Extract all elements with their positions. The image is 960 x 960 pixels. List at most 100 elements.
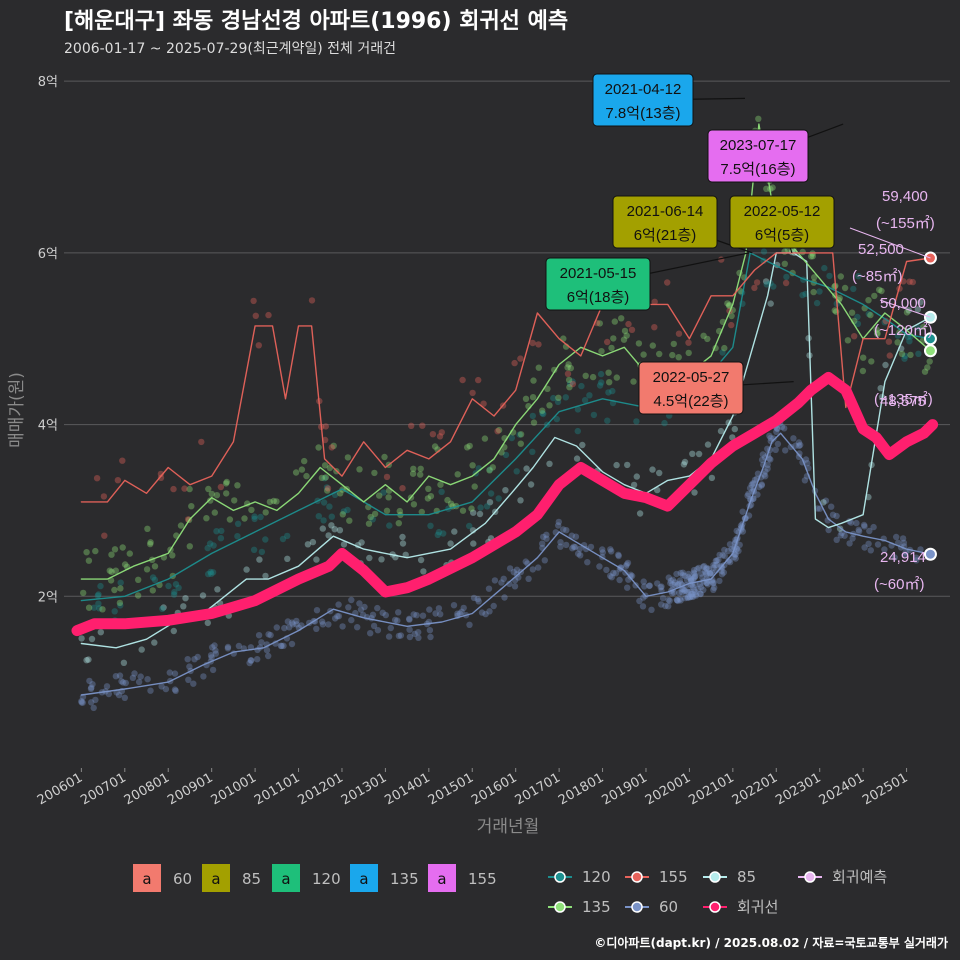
scatter-point-60	[669, 576, 676, 583]
scatter-point-60	[427, 633, 434, 641]
scatter-point-60	[293, 617, 300, 625]
scatter-point-135	[339, 511, 346, 518]
scatter-point-60	[707, 570, 714, 577]
scatter-point-135	[431, 443, 439, 450]
scatter-point-60	[543, 531, 550, 538]
scatter-point-60	[511, 583, 519, 590]
x-tick-label: 202301	[773, 770, 823, 808]
scatter-point-60	[608, 548, 615, 555]
scatter-point-60	[778, 423, 786, 431]
scatter-point-60	[700, 586, 707, 594]
scatter-point-120	[540, 410, 547, 418]
scatter-point-60	[718, 571, 726, 578]
y-axis-ticks: 2억 4억 6억 8억	[38, 75, 58, 605]
scatter-point-60	[710, 579, 717, 586]
scatter-point-135	[346, 517, 353, 524]
scatter-point-60	[568, 532, 575, 539]
scatter-point-120	[217, 535, 225, 542]
scatter-point-60	[474, 595, 481, 603]
scatter-point-85	[182, 595, 189, 602]
scatter-point-85	[447, 540, 454, 547]
scatter-point-85	[717, 427, 725, 435]
scatter-point-135	[530, 419, 538, 426]
scatter-point-85	[420, 568, 427, 575]
scatter-point-155	[252, 312, 259, 319]
scatter-point-60	[460, 604, 467, 612]
scatter-point-155	[782, 279, 790, 287]
scatter-point-135	[266, 498, 274, 506]
scatter-point-60	[382, 611, 389, 619]
scatter-point-60	[687, 593, 694, 600]
scatter-point-60	[676, 596, 684, 603]
scatter-point-60	[367, 630, 374, 637]
scatter-point-60	[670, 589, 678, 596]
scatter-point-155	[517, 355, 524, 362]
scatter-point-135	[924, 364, 931, 371]
scatter-point-60	[766, 432, 773, 439]
scatter-point-155	[93, 475, 101, 482]
scatter-point-60	[677, 569, 684, 577]
scatter-point-85	[309, 538, 317, 546]
scatter-point-60	[724, 547, 732, 555]
scatter-point-60	[758, 456, 766, 463]
scatter-point-120	[763, 281, 770, 288]
scatter-point-60	[833, 536, 840, 543]
scatter-point-135	[640, 351, 647, 358]
scatter-point-155	[753, 279, 761, 286]
scatter-point-120	[821, 264, 828, 272]
scatter-point-85	[486, 499, 494, 506]
scatter-point-60	[671, 579, 679, 586]
scatter-point-155	[651, 298, 658, 305]
scatter-point-60	[913, 554, 920, 561]
scatter-point-135	[565, 361, 572, 368]
scatter-point-120	[605, 389, 612, 396]
scatter-point-60	[415, 634, 422, 641]
legend-area-label: 60	[173, 870, 192, 888]
scatter-point-155	[480, 400, 487, 407]
scatter-point-60	[695, 564, 702, 572]
scatter-point-60	[648, 606, 655, 613]
scatter-point-60	[677, 580, 684, 587]
scatter-point-60	[570, 543, 577, 550]
scatter-point-135	[318, 474, 326, 482]
scatter-point-135	[605, 369, 612, 376]
legend-area-label: 155	[468, 870, 497, 888]
scatter-point-135	[409, 470, 417, 477]
scatter-point-60	[212, 647, 219, 654]
scatter-point-120	[149, 574, 157, 581]
scatter-point-60	[761, 471, 768, 478]
scatter-point-60	[580, 542, 588, 549]
scatter-point-120	[586, 392, 593, 399]
scatter-point-60	[665, 603, 672, 610]
scatter-point-85	[731, 425, 738, 433]
scatter-point-135	[119, 544, 126, 551]
scatter-point-60	[636, 597, 643, 605]
scatter-point-60	[802, 456, 810, 463]
scatter-point-135	[410, 465, 417, 472]
scatter-point-60	[801, 477, 809, 484]
scatter-point-60	[185, 676, 192, 683]
scatter-point-85	[704, 441, 712, 448]
scatter-point-60	[577, 552, 584, 559]
legend-series-label: 120	[582, 868, 611, 886]
scatter-point-120	[234, 533, 241, 540]
scatter-point-60	[491, 577, 499, 584]
scatter-point-60	[745, 512, 753, 519]
scatter-point-120	[854, 320, 862, 327]
scatter-point-60	[572, 533, 580, 540]
legend-series-label: 회귀예측	[832, 868, 887, 886]
grid	[64, 80, 950, 597]
scatter-point-135	[315, 444, 322, 451]
scatter-point-135	[106, 567, 114, 574]
end-point-area: (~155㎡)	[876, 215, 935, 232]
scatter-point-85	[695, 450, 703, 458]
scatter-point-60	[662, 602, 669, 610]
series-lines	[71, 123, 939, 696]
scatter-point-60	[692, 592, 700, 599]
scatter-point-85	[762, 278, 770, 285]
scatter-point-135	[273, 498, 280, 505]
scatter-point-60	[557, 543, 564, 550]
scatter-point-60	[708, 569, 715, 576]
scatter-point-60	[576, 545, 583, 553]
scatter-point-135	[471, 483, 478, 490]
